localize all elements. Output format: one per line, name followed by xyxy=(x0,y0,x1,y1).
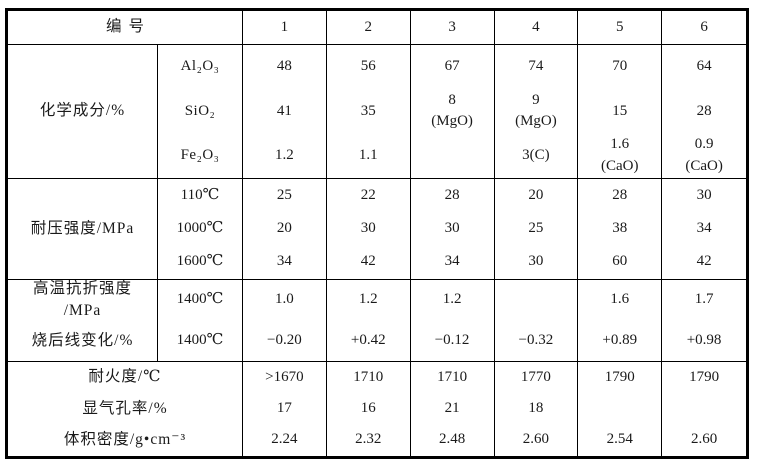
chem-sio2-col-2: 35 xyxy=(327,89,411,134)
compressive-strength-section: 耐压强度/MPa 110℃ 25 22 28 20 28 30 1000℃ 20… xyxy=(8,178,746,279)
chem-sio2-col-4: 9 (MgO) xyxy=(495,89,579,134)
apparent-porosity-col-2: 16 xyxy=(327,393,411,425)
refractoriness-col-2: 1710 xyxy=(327,362,411,394)
press-1000c-col-5: 38 xyxy=(578,212,663,246)
hot-flexural-col-5: 1.6 xyxy=(578,280,663,321)
bulk-density-col-2: 2.32 xyxy=(327,424,411,456)
refractoriness-col-3: 1710 xyxy=(411,362,495,394)
material-properties-table: 编号 1 2 3 4 5 6 化学成分/% Al₂O₃ 48 56 67 74 … xyxy=(5,8,749,459)
header-col-2: 2 xyxy=(327,11,411,44)
apparent-porosity-col-1: 17 xyxy=(243,393,327,425)
component-label-sio2: SiO₂ xyxy=(158,89,243,134)
refractoriness-col-5: 1790 xyxy=(578,362,663,394)
hot-flexural-strength-label: 高温抗折强度 /MPa xyxy=(8,280,158,321)
press-110c-col-6: 30 xyxy=(696,186,712,203)
press-110c-col-1: 25 xyxy=(243,179,327,213)
linear-change-col-5: +0.89 xyxy=(578,320,663,361)
press-110c-col-5: 28 xyxy=(578,179,663,213)
chem-fe2o3-col-3 xyxy=(411,133,495,178)
chem-fe2o3-col-4: 3(C) xyxy=(495,133,579,178)
linear-change-col-6: +0.98 xyxy=(686,331,722,348)
chem-al2o3-col-1: 48 xyxy=(243,45,327,90)
condition-label-1000c: 1000℃ xyxy=(158,212,243,246)
compressive-strength-label: 耐压强度/MPa xyxy=(8,179,158,279)
press-110c-col-4: 20 xyxy=(495,179,579,213)
condition-label-1600c: 1600℃ xyxy=(158,245,243,279)
chem-sio2-col-6: 28 xyxy=(696,102,712,119)
press-1600c-col-3: 34 xyxy=(411,245,495,279)
hot-flexural-col-3: 1.2 xyxy=(411,280,495,321)
linear-change-col-1: −0.20 xyxy=(243,320,327,361)
refractoriness-label: 耐火度/℃ xyxy=(8,362,243,394)
apparent-porosity-col-4: 18 xyxy=(495,393,579,425)
refractoriness-col-4: 1770 xyxy=(495,362,579,394)
linear-change-col-2: +0.42 xyxy=(327,320,411,361)
summary-section: 耐火度/℃ >1670 1710 1710 1770 1790 1790 显气孔… xyxy=(8,361,746,456)
header-col-1: 1 xyxy=(243,11,327,44)
refractoriness-col-1: >1670 xyxy=(243,362,327,394)
press-1600c-col-4: 30 xyxy=(495,245,579,279)
press-1000c-col-4: 25 xyxy=(495,212,579,246)
component-label-al2o3: Al₂O₃ xyxy=(158,45,243,90)
press-1600c-col-2: 42 xyxy=(327,245,411,279)
header-col-5: 5 xyxy=(578,11,663,44)
press-1000c-col-3: 30 xyxy=(411,212,495,246)
bulk-density-col-1: 2.24 xyxy=(243,424,327,456)
hot-flexural-col-6: 1.7 xyxy=(694,291,714,308)
linear-change-condition: 1400℃ xyxy=(158,320,243,361)
hot-flexural-col-1: 1.0 xyxy=(243,280,327,321)
refractoriness-col-6: 1790 xyxy=(689,368,720,385)
chem-sio2-col-3: 8 (MgO) xyxy=(411,89,495,134)
linear-change-col-3: −0.12 xyxy=(411,320,495,361)
press-110c-col-2: 22 xyxy=(327,179,411,213)
chem-sio2-col-5: 15 xyxy=(578,89,663,134)
chem-sio2-col-1: 41 xyxy=(243,89,327,134)
bulk-density-label: 体积密度/g•cm⁻³ xyxy=(8,424,243,456)
apparent-porosity-col-3: 21 xyxy=(411,393,495,425)
header-row-label: 编号 xyxy=(8,11,243,44)
press-1000c-col-2: 30 xyxy=(327,212,411,246)
header-col-3: 3 xyxy=(411,11,495,44)
condition-label-110c: 110℃ xyxy=(158,179,243,213)
chem-fe2o3-col-5: 1.6 (CaO) xyxy=(578,133,663,178)
linear-change-col-4: −0.32 xyxy=(495,320,579,361)
press-1000c-col-1: 20 xyxy=(243,212,327,246)
hot-flexural-condition: 1400℃ xyxy=(158,280,243,321)
chem-al2o3-col-4: 74 xyxy=(495,45,579,90)
chem-fe2o3-col-6: 0.9 (CaO) xyxy=(685,136,723,174)
component-label-fe2o3: Fe₂O₃ xyxy=(158,133,243,178)
bulk-density-col-5: 2.54 xyxy=(578,424,663,456)
chemistry-section: 化学成分/% Al₂O₃ 48 56 67 74 70 64 SiO₂ 41 3… xyxy=(8,44,746,178)
apparent-porosity-col-6 xyxy=(662,393,746,424)
chem-fe2o3-col-2: 1.1 xyxy=(327,133,411,178)
apparent-porosity-col-5 xyxy=(578,393,663,425)
bulk-density-col-6: 2.60 xyxy=(690,431,718,448)
press-1000c-col-6: 34 xyxy=(696,220,712,237)
hot-flexural-col-2: 1.2 xyxy=(327,280,411,321)
chem-fe2o3-col-1: 1.2 xyxy=(243,133,327,178)
chem-al2o3-col-5: 70 xyxy=(578,45,663,90)
hot-flexural-col-4 xyxy=(495,280,579,321)
chemistry-section-label: 化学成分/% xyxy=(8,45,158,178)
apparent-porosity-label: 显气孔率/% xyxy=(8,393,243,425)
press-110c-col-3: 28 xyxy=(411,179,495,213)
hot-properties-section: 高温抗折强度 /MPa 1400℃ 1.0 1.2 1.2 1.6 1.7 烧后… xyxy=(8,279,746,361)
chem-al2o3-col-3: 67 xyxy=(411,45,495,90)
press-1600c-col-1: 34 xyxy=(243,245,327,279)
header-row: 编号 1 2 3 4 5 6 xyxy=(8,11,746,44)
linear-change-label: 烧后线变化/% xyxy=(8,320,158,361)
press-1600c-col-5: 60 xyxy=(578,245,663,279)
chem-al2o3-col-6: 64 xyxy=(696,58,712,75)
chem-al2o3-col-2: 56 xyxy=(327,45,411,90)
press-1600c-col-6: 42 xyxy=(696,253,712,270)
header-col-6: 6 xyxy=(700,18,708,35)
header-col-4: 4 xyxy=(495,11,579,44)
bulk-density-col-3: 2.48 xyxy=(411,424,495,456)
bulk-density-col-4: 2.60 xyxy=(495,424,579,456)
